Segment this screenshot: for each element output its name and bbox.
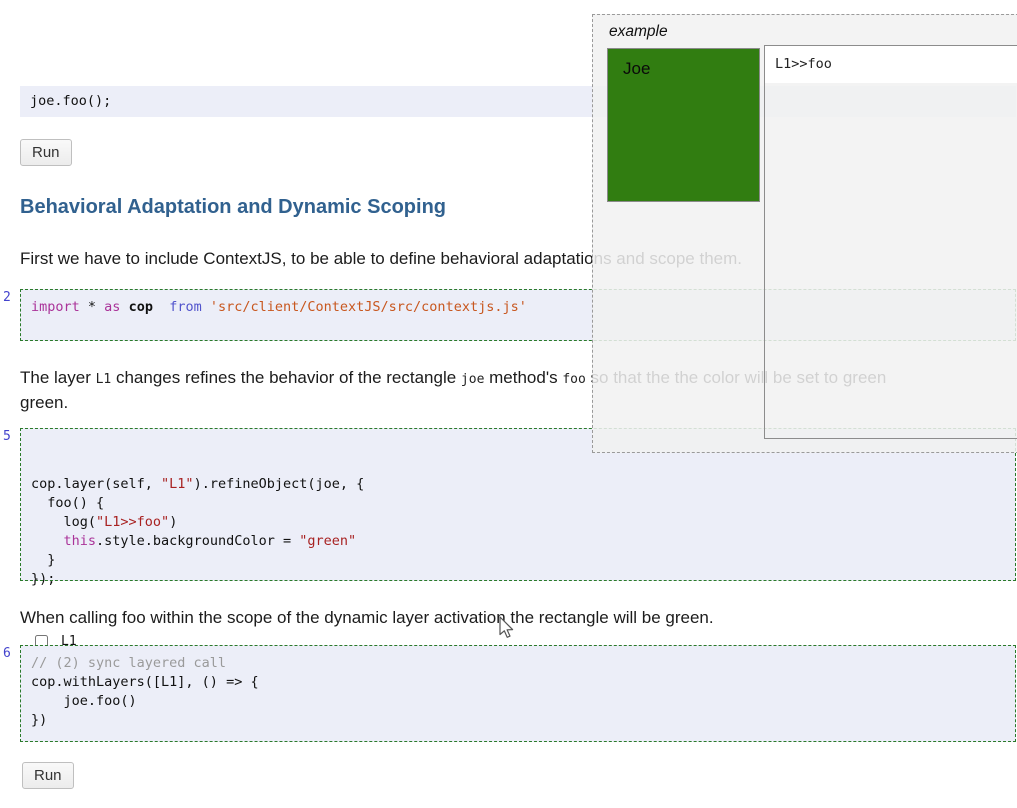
layer-l1-checkbox-label: L1 [61, 633, 77, 649]
mouse-cursor-icon [499, 616, 514, 638]
code-line: foo() { [31, 495, 105, 511]
code-line: }); [31, 571, 56, 587]
layer-l1-checkbox[interactable] [35, 634, 48, 648]
line-number: 6 [3, 646, 11, 661]
page-title: Behavioral Adaptation and Dynamic Scopin… [20, 196, 446, 218]
inline-code: foo [562, 372, 586, 387]
code-block-call-wrapper: 6 // (2) sync layered call cop.withLayers… [0, 645, 1017, 742]
run-button-top[interactable]: Run [20, 139, 72, 166]
code-line: log("L1>>foo") [31, 514, 178, 530]
layer-paragraph-line2: green. [20, 393, 69, 412]
code-line: }) [31, 712, 48, 728]
line-number: 2 [3, 290, 11, 305]
code-block-layer-wrapper: 5 cop.layer(self, "L1").refineObject(joe… [0, 428, 1017, 649]
joe-rectangle[interactable]: Joe [607, 48, 760, 202]
code-line: joe.foo(); [30, 93, 112, 109]
layer-toggle-row: L1 [35, 630, 1005, 652]
log-entry: L1>>foo [765, 46, 1017, 83]
calling-paragraph: When calling foo within the scope of the… [20, 608, 714, 627]
joe-rectangle-label: Joe [623, 59, 651, 78]
code-line: cop.layer(self, "L1").refineObject(joe, … [31, 476, 365, 492]
code-block-layer[interactable]: cop.layer(self, "L1").refineObject(joe, … [20, 428, 1016, 649]
code-line: import * as cop from 'src/client/Context… [31, 299, 527, 315]
inline-code: joe [460, 372, 485, 387]
log-pane[interactable]: L1>>foo [764, 45, 1017, 439]
code-line: this.style.backgroundColor = "green" [63, 533, 357, 549]
code-line: // (2) sync layered call [31, 655, 227, 671]
code-block-layer-lines: cop.layer(self, "L1").refineObject(joe, … [31, 475, 1005, 589]
code-line: joe.foo() [31, 693, 137, 709]
code-block-call[interactable]: // (2) sync layered call cop.withLayers([… [20, 645, 1016, 742]
line-number: 5 [3, 429, 11, 444]
run-button-bottom[interactable]: Run [22, 762, 74, 789]
code-line: cop.withLayers([L1], () => { [31, 674, 259, 690]
intro-paragraph: First we have to include ContextJS, to b… [20, 249, 743, 268]
example-window[interactable]: example Joe L1>>foo [592, 14, 1017, 453]
example-window-title: example [609, 23, 668, 40]
code-line: } [31, 552, 56, 568]
inline-code: L1 [95, 372, 112, 387]
